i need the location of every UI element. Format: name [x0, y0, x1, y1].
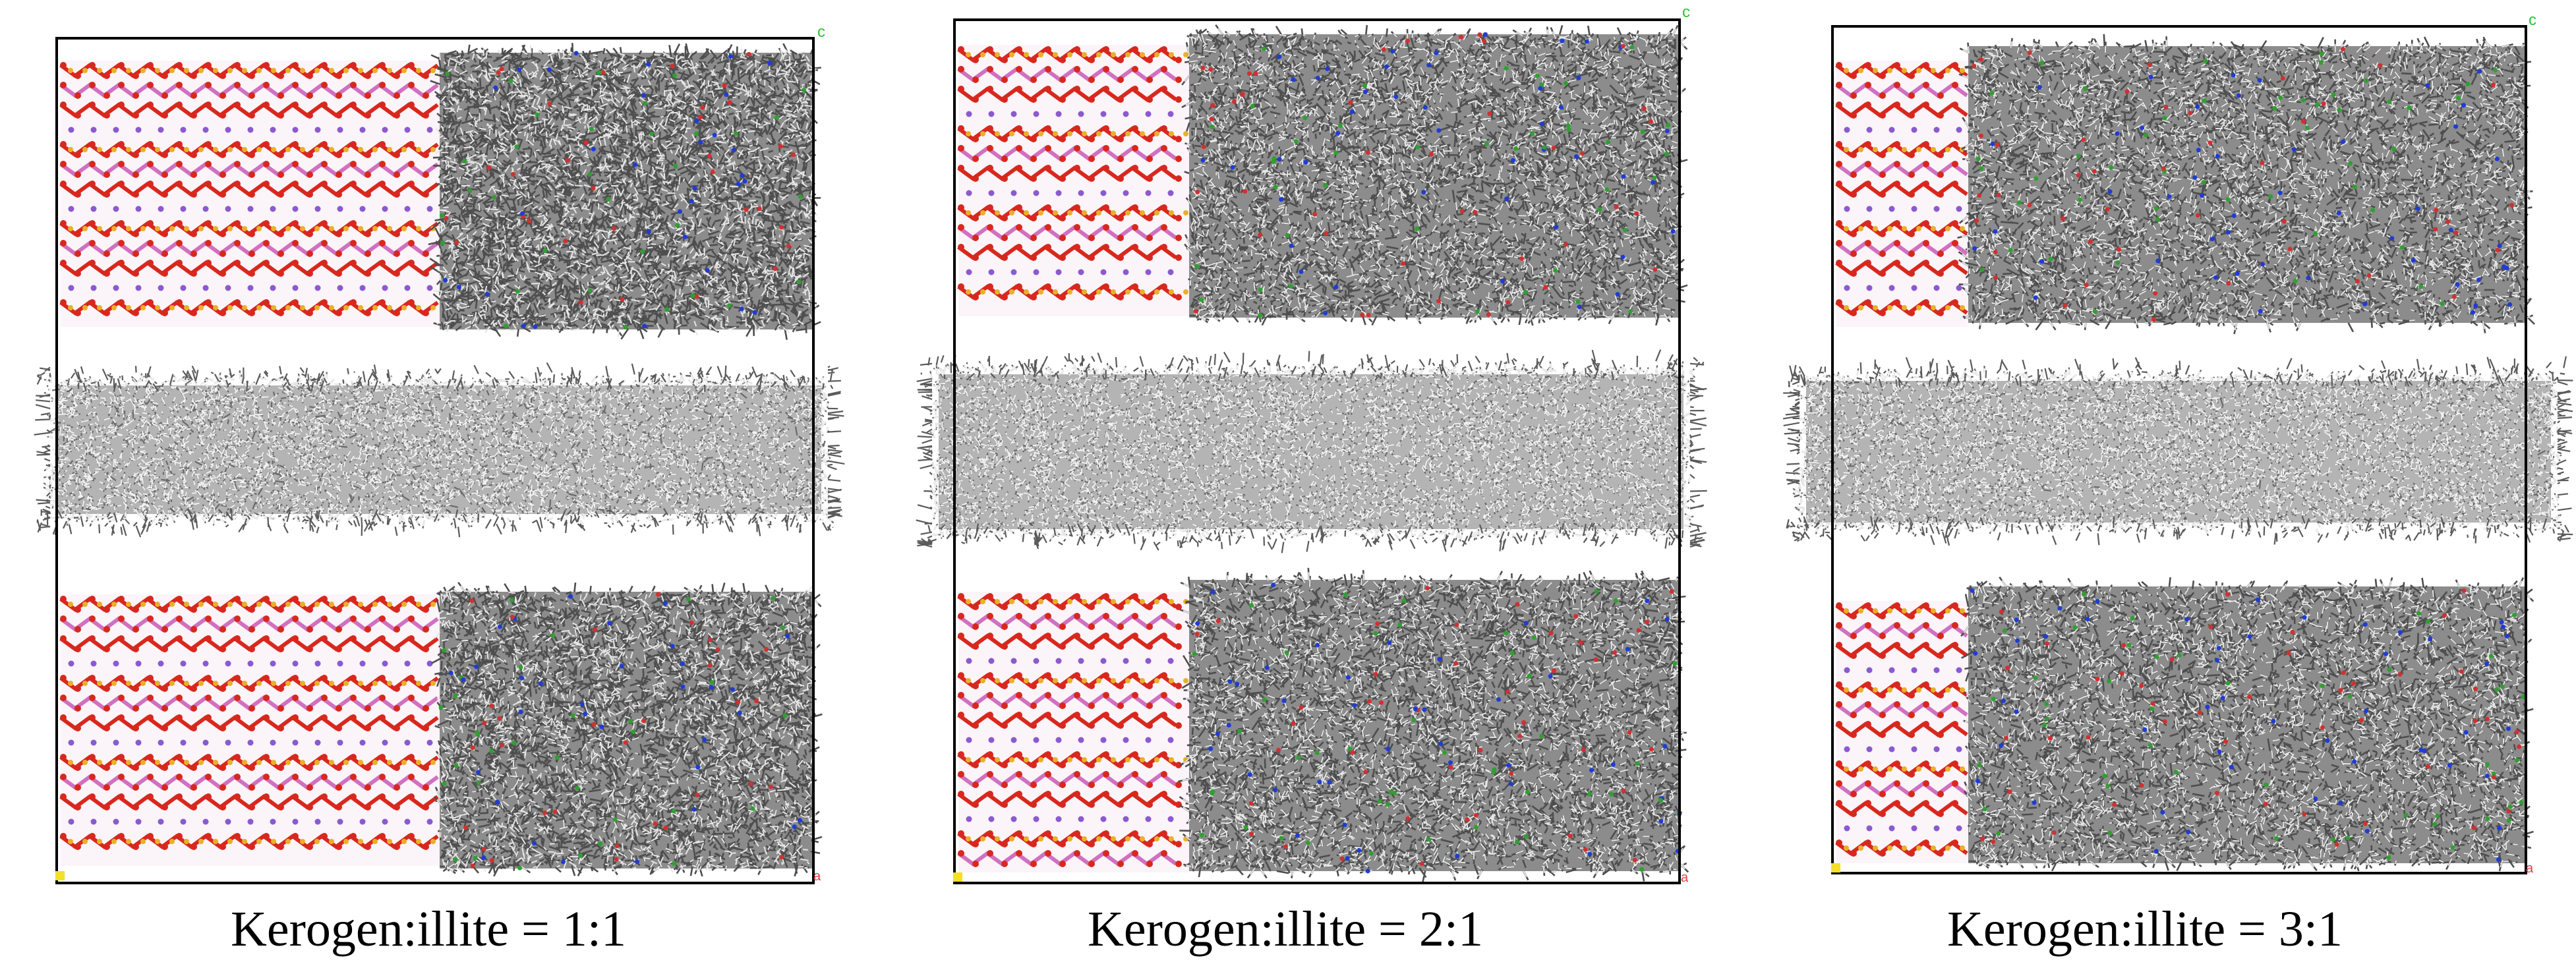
oil-slab [1782, 356, 2573, 546]
simulation-box-2: ca [916, 3, 1707, 885]
illite-layer-top [59, 61, 440, 327]
kerogen-block-bottom [431, 582, 823, 877]
illite-layer-bottom [957, 592, 1189, 872]
caption-ratio-3-1: Kerogen:illite = 3:1 [1947, 901, 2343, 957]
oil-slab [916, 349, 1707, 554]
axis-a-label: a [813, 869, 821, 884]
illite-layer-top [1835, 61, 1968, 327]
illite-layer-bottom [1835, 601, 1968, 863]
origin-marker [55, 871, 65, 880]
simulation-box-3: ca [1782, 11, 2573, 876]
kerogen-block-top [428, 43, 821, 340]
caption-ratio-2-1: Kerogen:illite = 2:1 [1087, 901, 1484, 957]
kerogen-block-bottom [1960, 577, 2534, 872]
cell-frame [55, 37, 815, 884]
caption-ratio-1-1: Kerogen:illite = 1:1 [230, 901, 627, 957]
axis-a-label: a [2526, 861, 2534, 876]
cell-frame [1831, 25, 2527, 874]
cell-frame [953, 18, 1681, 884]
axis-c-label: c [2529, 11, 2536, 29]
origin-marker [1831, 863, 1840, 872]
axis-a-label: a [1681, 870, 1689, 885]
kerogen-block-top [1957, 34, 2536, 335]
axis-c-label: c [1682, 3, 1690, 21]
kerogen-block-bottom [1178, 567, 1689, 883]
oil-slab [34, 362, 845, 538]
simulation-box-1: ca [34, 23, 845, 884]
axis-c-label: c [817, 23, 825, 41]
illite-layer-bottom [59, 594, 440, 866]
origin-marker [953, 872, 962, 882]
kerogen-block-top [1181, 24, 1688, 326]
illite-layer-top [957, 45, 1189, 316]
